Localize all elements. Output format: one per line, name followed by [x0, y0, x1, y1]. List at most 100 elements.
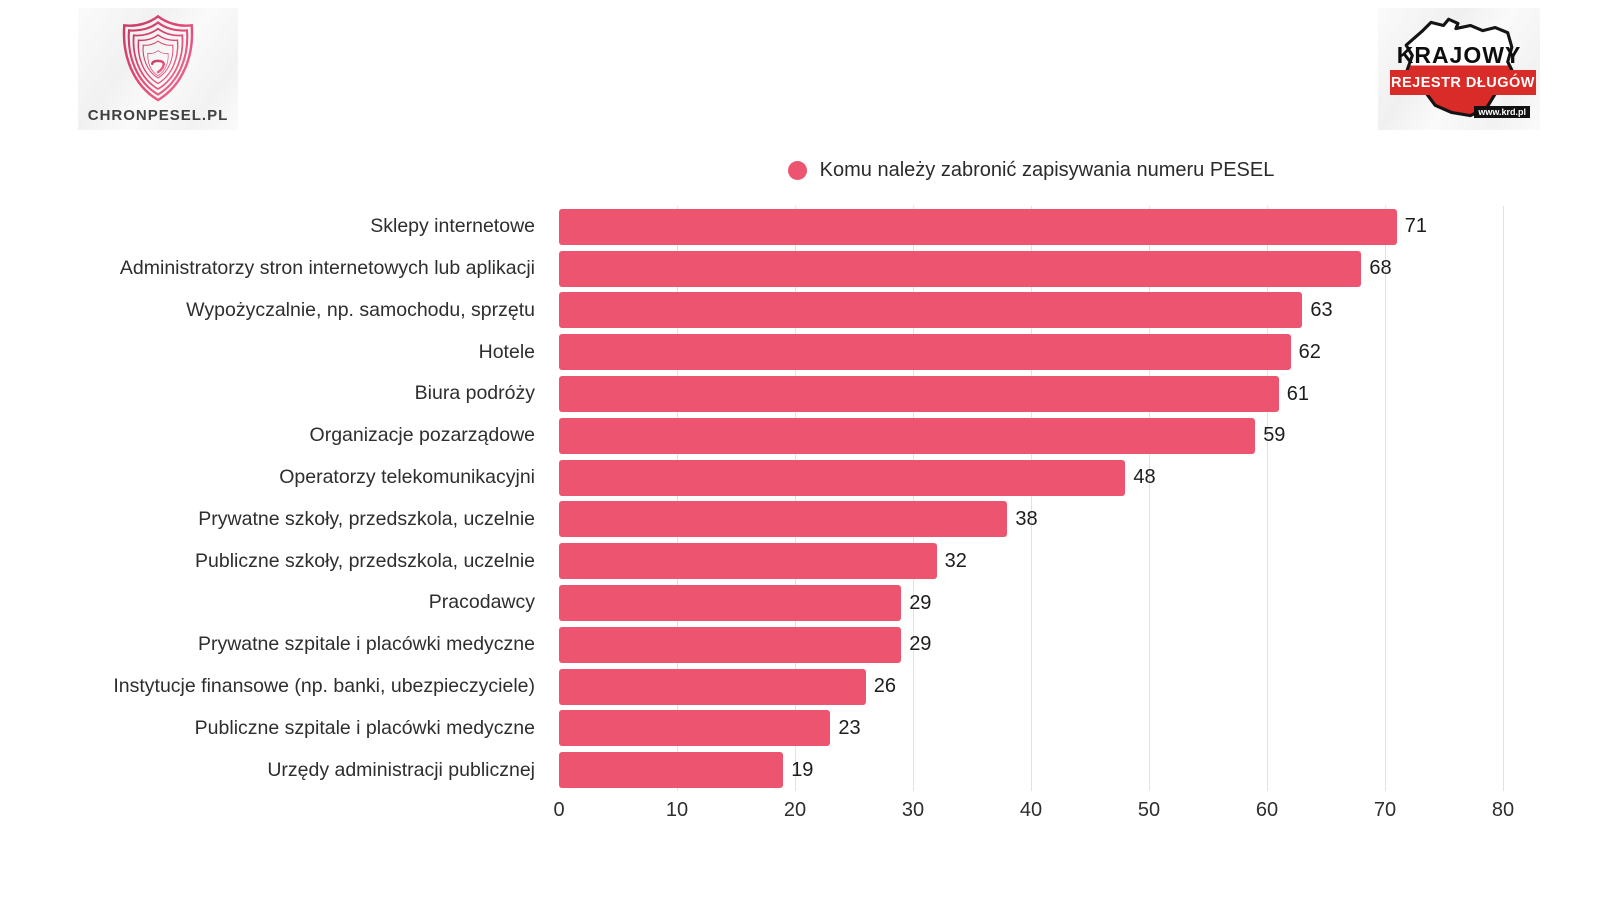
krd-url-text: www.krd.pl	[1474, 106, 1530, 118]
bar-row: Biura podróży 61	[0, 373, 1600, 415]
category-label: Prywatne szkoły, przedszkola, uczelnie	[198, 507, 535, 530]
category-label: Publiczne szkoły, przedszkola, uczelnie	[195, 549, 535, 572]
gridline	[1031, 206, 1032, 791]
value-label: 63	[1310, 298, 1333, 321]
x-tick-label: 20	[783, 799, 807, 821]
bar-cell: 63	[559, 290, 1600, 332]
gridline	[1149, 206, 1150, 791]
bar	[559, 250, 1362, 287]
bar-row: Administratorzy stron internetowych lub …	[0, 248, 1600, 290]
category-label: Biura podróży	[414, 382, 535, 405]
category-label: Instytucje finansowe (np. banki, ubezpie…	[113, 674, 535, 697]
category-label: Hotele	[478, 340, 535, 363]
gridline	[1503, 206, 1504, 791]
category-label: Operatorzy telekomunikacyjni	[279, 465, 535, 488]
x-tick-label: 60	[1255, 799, 1279, 821]
bar-cell: 68	[559, 248, 1600, 290]
gridline	[1267, 206, 1268, 791]
bar	[559, 752, 784, 789]
bar-row: Pracodawcy 29	[0, 582, 1600, 624]
gridline	[677, 206, 678, 791]
x-tick-label: 40	[1019, 799, 1043, 821]
bar	[559, 417, 1256, 454]
bar-row: Publiczne szpitale i placówki medyczne 23	[0, 708, 1600, 750]
bar-row: Publiczne szkoły, przedszkola, uczelnie 3…	[0, 540, 1600, 582]
bar-cell: 29	[559, 582, 1600, 624]
x-tick-label: 10	[665, 799, 689, 821]
category-label: Publiczne szpitale i placówki medyczne	[194, 716, 535, 739]
bar	[559, 585, 902, 622]
x-tick-label: 0	[553, 799, 565, 821]
bar-row: Wypożyczalnie, np. samochodu, sprzętu 63	[0, 290, 1600, 332]
bar-cell: 38	[559, 499, 1600, 541]
krd-logo: KRAJOWY REJESTR DŁUGÓW www.krd.pl	[1378, 8, 1540, 130]
bar	[559, 543, 937, 580]
bar-cell: 29	[559, 624, 1600, 666]
x-tick-label: 70	[1373, 799, 1397, 821]
krd-red-band: REJESTR DŁUGÓW	[1390, 70, 1536, 95]
bar	[559, 376, 1279, 413]
legend-label: Komu należy zabronić zapisywania numeru …	[819, 158, 1275, 181]
bar-row: Urzędy administracji publicznej 19	[0, 749, 1600, 791]
value-label: 59	[1263, 424, 1286, 447]
bar	[559, 626, 902, 663]
value-label: 68	[1369, 257, 1392, 280]
value-label: 71	[1404, 215, 1428, 238]
bar-rows: Sklepy internetowe 71 Administratorzy stro…	[0, 206, 1600, 791]
bar-row: Prywatne szkoły, przedszkola, uczelnie 38	[0, 499, 1600, 541]
chronpesel-brand-text: CHRONPESEL.PL	[87, 107, 229, 124]
x-tick-label: 80	[1491, 799, 1515, 821]
bar-row: Instytucje finansowe (np. banki, ubezpie…	[0, 666, 1600, 708]
value-label: 19	[791, 758, 814, 781]
value-label: 26	[873, 675, 897, 698]
x-tick-label: 50	[1137, 799, 1161, 821]
category-label: Sklepy internetowe	[370, 215, 535, 238]
category-label: Organizacje pozarządowe	[309, 424, 535, 447]
bar-cell: 62	[559, 331, 1600, 373]
value-label: 38	[1015, 507, 1038, 530]
bar-chart: Sklepy internetowe 71 Administratorzy stro…	[0, 206, 1600, 836]
bar	[559, 501, 1008, 538]
bar-cell: 59	[559, 415, 1600, 457]
bar	[559, 668, 866, 705]
bar	[559, 334, 1291, 371]
bar-cell: 61	[559, 373, 1600, 415]
category-label: Prywatne szpitale i placówki medyczne	[197, 633, 535, 656]
bar-row: Hotele 62	[0, 331, 1600, 373]
bar-row: Organizacje pozarządowe 59	[0, 415, 1600, 457]
krd-subtitle-text: REJESTR DŁUGÓW	[1391, 74, 1535, 91]
gridline	[1385, 206, 1386, 791]
bar	[559, 292, 1303, 329]
bar	[559, 208, 1397, 245]
value-label: 32	[944, 549, 967, 572]
gridline	[795, 206, 796, 791]
legend-marker-icon	[787, 160, 807, 180]
bar-row: Operatorzy telekomunikacyjni 48	[0, 457, 1600, 499]
value-label: 48	[1133, 466, 1156, 489]
value-label: 23	[838, 716, 861, 739]
bar	[559, 459, 1126, 496]
x-tick-label: 30	[901, 799, 925, 821]
legend: Komu należy zabronić zapisywania numeru …	[559, 156, 1503, 184]
gridline	[913, 206, 914, 791]
x-axis: 0 10 20 30 40 50 60 70 80	[553, 799, 1514, 829]
value-label: 29	[909, 591, 932, 614]
chronpesel-logo: CHRONPESEL.PL	[78, 8, 238, 130]
bar-row: Prywatne szpitale i placówki medyczne 29	[0, 624, 1600, 666]
category-label: Pracodawcy	[428, 591, 535, 614]
category-label: Administratorzy stron internetowych lub …	[119, 256, 535, 279]
value-label: 62	[1298, 340, 1321, 363]
krd-title-text: KRAJOWY	[1396, 42, 1522, 68]
bar-row: Sklepy internetowe 71	[0, 206, 1600, 248]
bar	[559, 710, 831, 747]
bar-cell: 19	[559, 749, 1600, 791]
fingerprint-shield-icon	[122, 14, 194, 102]
value-label: 61	[1286, 382, 1310, 405]
category-label: Wypożyczalnie, np. samochodu, sprzętu	[186, 298, 535, 321]
bar-cell: 48	[559, 457, 1600, 499]
gridlines	[559, 206, 1504, 791]
bar-cell: 32	[559, 540, 1600, 582]
category-label: Urzędy administracji publicznej	[267, 758, 535, 781]
bar-cell: 71	[559, 206, 1600, 248]
